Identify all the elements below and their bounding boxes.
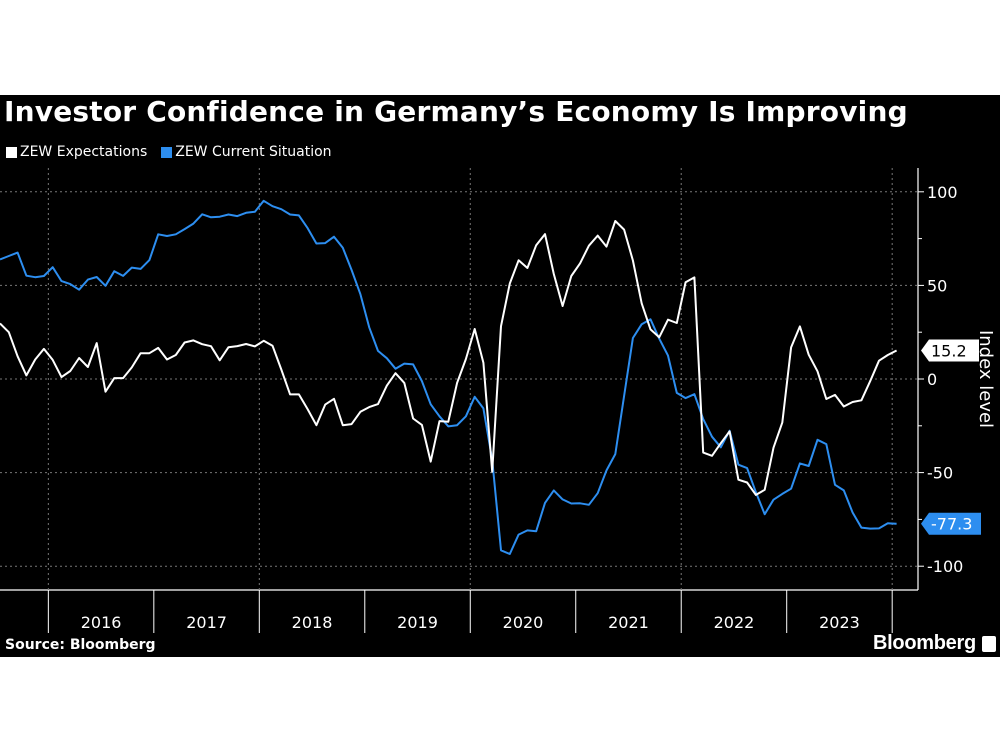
- last-value-label-expectations: 15.2: [931, 342, 967, 361]
- y-axis-label: Index level: [975, 330, 996, 428]
- y-tick-label: 100: [927, 183, 958, 202]
- y-tick-label: 50: [927, 276, 947, 295]
- x-tick-label: 2018: [292, 613, 333, 632]
- legend-label-current: ZEW Current Situation: [175, 144, 332, 160]
- y-tick-label: 0: [927, 370, 937, 389]
- x-tick-label: 2021: [608, 613, 649, 632]
- source-note: Source: Bloomberg: [5, 637, 156, 653]
- x-tick-label: 2017: [186, 613, 227, 632]
- legend: ZEW Expectations ZEW Current Situation: [6, 144, 332, 160]
- last-value-tag-expectations: [921, 339, 979, 362]
- legend-swatch-expectations: [6, 146, 17, 158]
- x-tick-label: 2019: [397, 613, 438, 632]
- chart-title: Investor Confidence in Germany’s Economy…: [4, 95, 908, 128]
- last-value-tag-current: [921, 512, 981, 535]
- x-tick-label: 2023: [819, 613, 860, 632]
- bloomberg-chart-icon: [982, 636, 996, 652]
- legend-label-expectations: ZEW Expectations: [20, 144, 148, 160]
- legend-swatch-current: [161, 146, 173, 158]
- bloomberg-logo: Bloomberg: [873, 632, 976, 654]
- last-value-label-current: -77.3: [931, 515, 972, 534]
- x-tick-label: 2022: [714, 613, 755, 632]
- y-tick-label: -100: [927, 557, 963, 576]
- series-line-current: [0, 199, 897, 555]
- chart-background: [0, 95, 1000, 657]
- legend-item-expectations: ZEW Expectations: [6, 144, 147, 160]
- x-tick-label: 2016: [81, 613, 122, 632]
- legend-item-current: ZEW Current Situation: [161, 144, 332, 160]
- x-tick-label: 2020: [503, 613, 544, 632]
- series-line-expectations: [0, 220, 898, 496]
- y-tick-label: -50: [927, 464, 953, 483]
